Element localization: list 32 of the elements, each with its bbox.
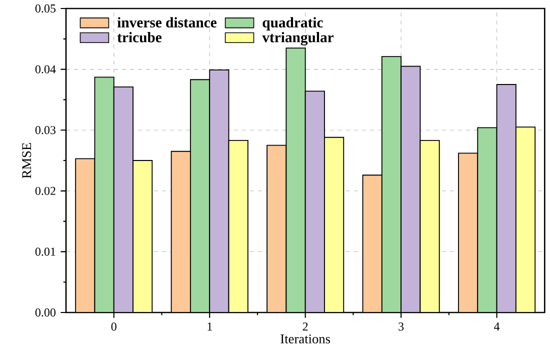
bar [304,90,325,313]
x-tick-label: 3 [398,322,404,331]
bar [458,152,478,313]
x-tick-label: 1 [208,322,212,331]
y-axis-title: RMSE [22,143,32,179]
y-tick-label: 0.03 [35,126,56,134]
legend-label: vtriangular [262,32,334,46]
y-tick-label: 0.05 [35,4,56,13]
bar [266,145,287,313]
y-tick-label: 0.02 [35,187,56,196]
bar [209,70,230,313]
y-tick-label: 0.00 [35,308,56,317]
bar [170,151,191,313]
bar [75,158,96,313]
bar [400,66,421,313]
bar [324,137,344,313]
bar [362,174,382,313]
bar [113,86,134,313]
bar [515,126,536,313]
bar [496,84,516,313]
x-tick-label: 4 [494,322,500,331]
y-tick-label: 0.04 [35,65,56,74]
legend-label: tricube [117,32,162,43]
legend-label: quadratic [262,17,323,31]
bar [420,140,440,313]
x-tick-label: 0 [111,322,116,331]
x-axis-title: Iterations [280,334,330,344]
y-tick-label: 0.01 [35,248,56,256]
bar [228,140,248,313]
bar [132,160,153,313]
x-tick-label: 2 [302,322,308,331]
legend-label: inverse distance [117,17,217,28]
